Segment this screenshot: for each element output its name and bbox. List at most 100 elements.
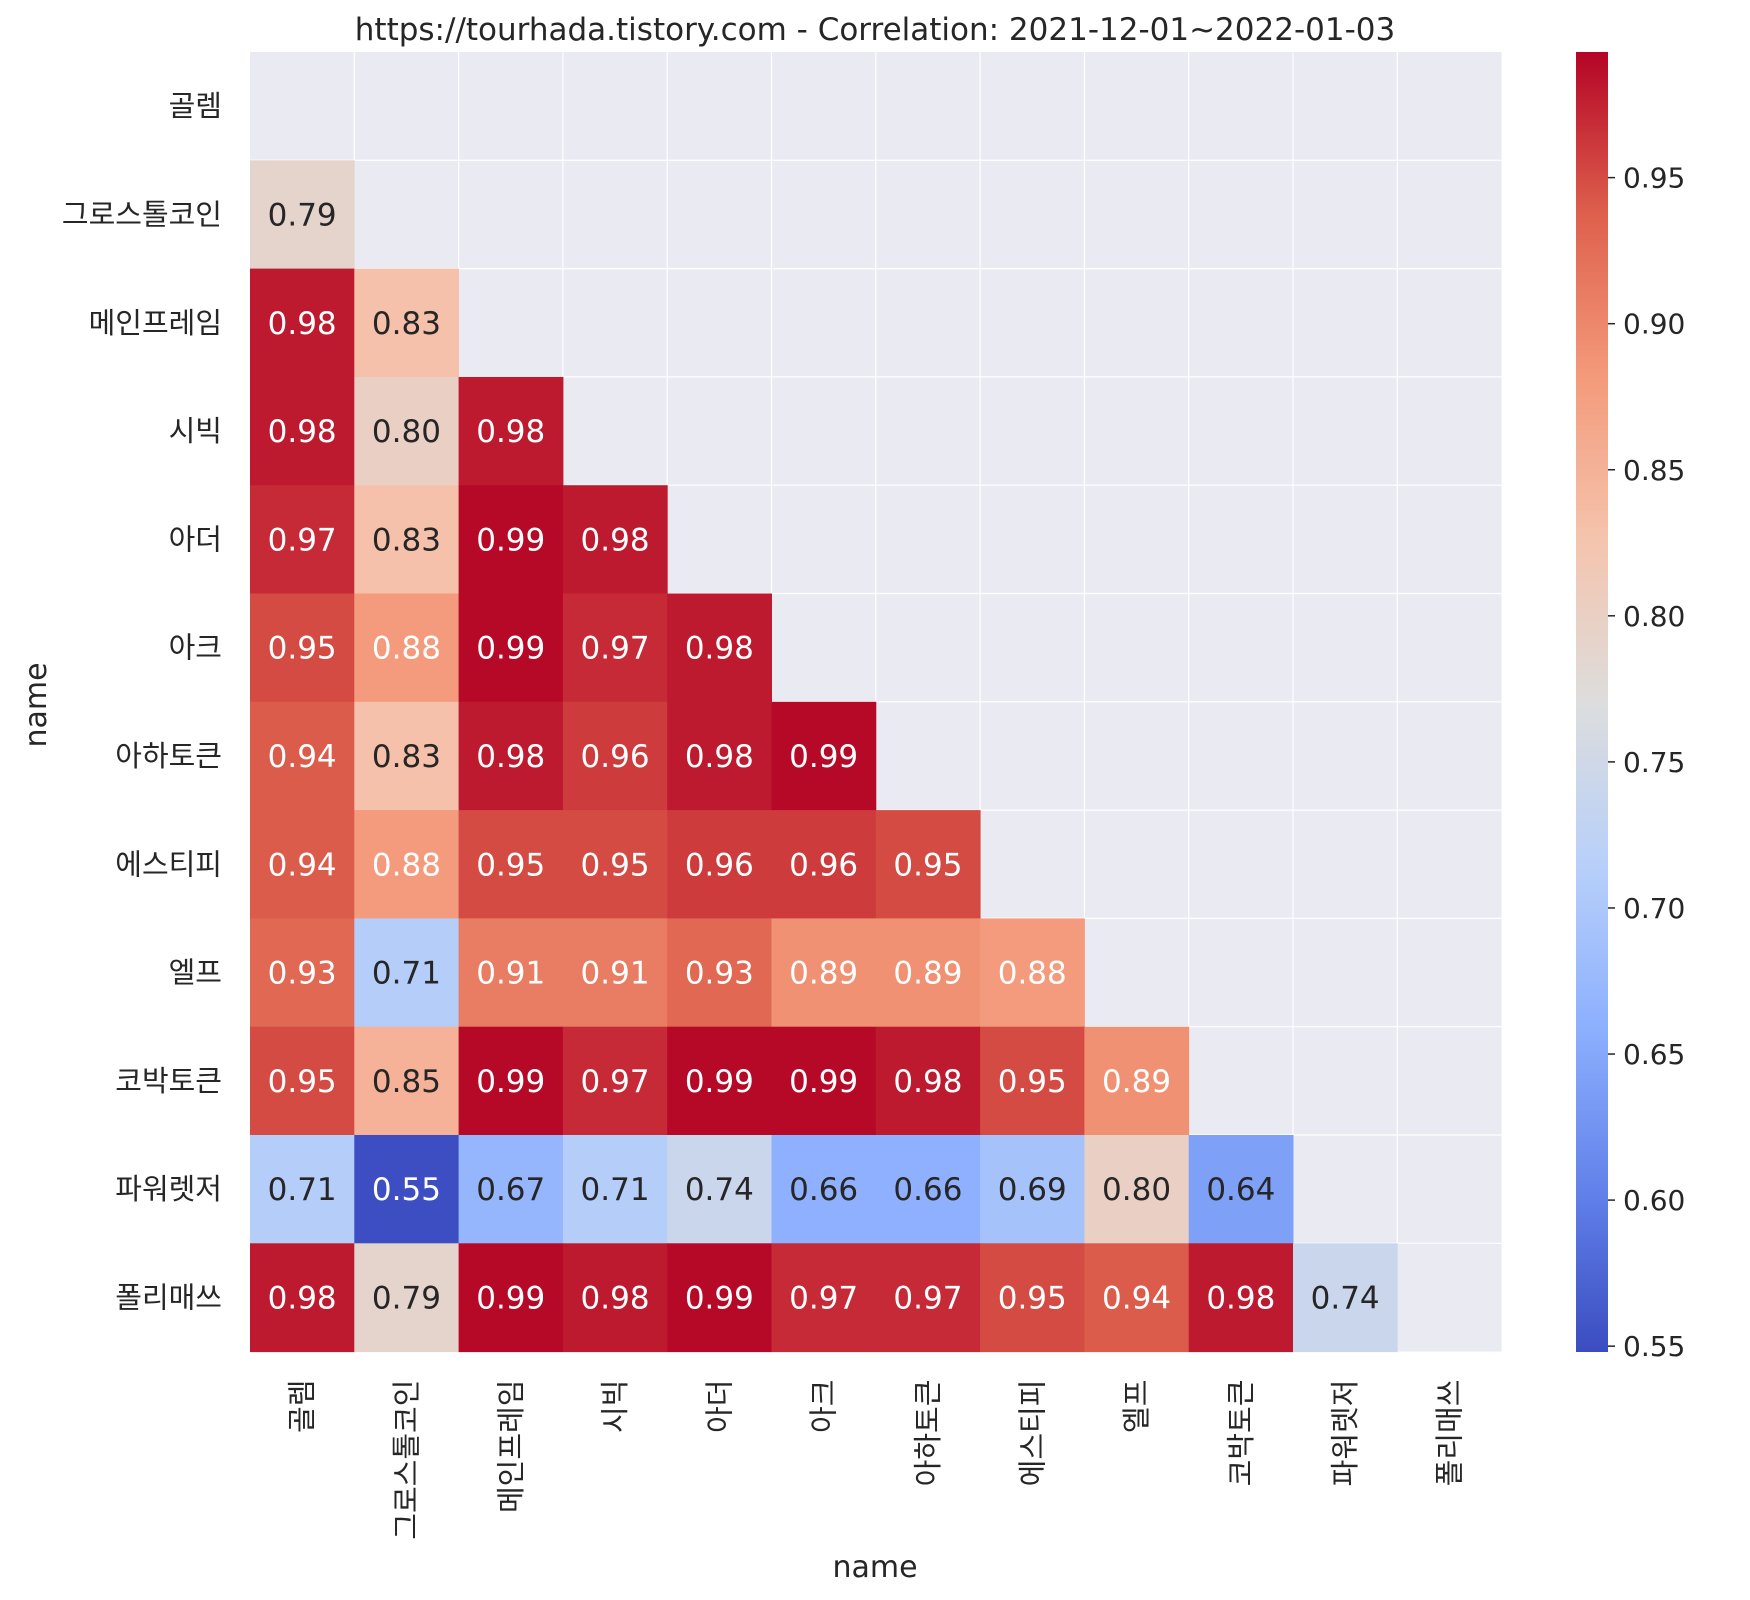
heatmap-cell bbox=[980, 1135, 1085, 1244]
heatmap-cell bbox=[1293, 1243, 1398, 1353]
cell-value-label: 0.96 bbox=[789, 847, 858, 883]
cell-value-label: 0.64 bbox=[1206, 1172, 1275, 1208]
heatmap-cell bbox=[250, 268, 355, 378]
cell-value-label: 0.83 bbox=[372, 739, 441, 775]
heatmap-cell bbox=[250, 593, 355, 703]
cell-value-label: 0.89 bbox=[789, 956, 858, 992]
chart-title: https://tourhada.tistory.com - Correlati… bbox=[355, 12, 1395, 48]
heatmap-cell bbox=[458, 701, 564, 811]
cell-value-label: 0.99 bbox=[476, 1064, 545, 1100]
heatmap-cell bbox=[458, 1026, 564, 1136]
x-tick-label: 아크 bbox=[807, 1380, 841, 1433]
cell-value-label: 0.98 bbox=[268, 1280, 337, 1316]
cell-value-label: 0.98 bbox=[685, 631, 754, 667]
heatmap-cell bbox=[1188, 1135, 1294, 1244]
cell-value-label: 0.98 bbox=[581, 1280, 650, 1316]
cell-value-label: 0.98 bbox=[685, 739, 754, 775]
cell-value-label: 0.88 bbox=[372, 631, 441, 667]
heatmap-cell bbox=[1084, 1026, 1190, 1136]
cell-value-label: 0.95 bbox=[998, 1280, 1067, 1316]
cell-value-label: 0.55 bbox=[372, 1172, 441, 1208]
cell-value-label: 0.79 bbox=[268, 197, 337, 233]
x-tick-label: 에스티피 bbox=[1015, 1380, 1049, 1487]
colorbar-tick-label: 0.90 bbox=[1623, 308, 1685, 341]
heatmap-cell bbox=[458, 1135, 564, 1244]
cell-value-label: 0.98 bbox=[893, 1064, 962, 1100]
cell-value-label: 0.99 bbox=[685, 1064, 754, 1100]
x-tick-label: 아하토큰 bbox=[911, 1380, 945, 1487]
cell-value-label: 0.99 bbox=[476, 1280, 545, 1316]
cell-value-label: 0.98 bbox=[476, 414, 545, 450]
y-tick-label: 코박토큰 bbox=[115, 1064, 222, 1098]
cell-value-label: 0.99 bbox=[789, 739, 858, 775]
cell-value-label: 0.94 bbox=[268, 847, 337, 883]
cell-value-label: 0.71 bbox=[581, 1172, 650, 1208]
y-tick-label: 에스티피 bbox=[115, 847, 222, 881]
cell-value-label: 0.93 bbox=[268, 956, 337, 992]
heatmap-cell bbox=[667, 1026, 772, 1136]
colorbar-tick-label: 0.70 bbox=[1623, 892, 1685, 925]
cell-value-label: 0.91 bbox=[581, 956, 650, 992]
heatmap-cell bbox=[562, 1026, 668, 1136]
heatmap-cell bbox=[771, 1135, 877, 1244]
cell-value-label: 0.91 bbox=[476, 956, 545, 992]
heatmap-cell bbox=[771, 701, 877, 811]
y-tick-label: 골렘 bbox=[169, 89, 222, 123]
heatmap-cell bbox=[250, 701, 355, 811]
cell-value-label: 0.66 bbox=[789, 1172, 858, 1208]
heatmap-cell bbox=[667, 1135, 772, 1244]
heatmap-cell bbox=[562, 918, 668, 1028]
x-tick-label: 시빅 bbox=[598, 1380, 632, 1433]
heatmap-cell bbox=[250, 810, 355, 919]
cell-value-label: 0.98 bbox=[268, 414, 337, 450]
colorbar-tick-label: 0.95 bbox=[1623, 162, 1685, 195]
y-tick-label: 그로스톨코인 bbox=[62, 197, 222, 231]
colorbar-tick-label: 0.75 bbox=[1623, 746, 1685, 779]
heatmap-cell bbox=[458, 376, 564, 486]
y-tick-label: 아크 bbox=[169, 631, 222, 665]
cell-value-label: 0.97 bbox=[893, 1280, 962, 1316]
heatmap-cell bbox=[354, 485, 460, 594]
cell-value-label: 0.94 bbox=[268, 739, 337, 775]
cell-value-label: 0.98 bbox=[1206, 1280, 1275, 1316]
x-tick-label: 골렘 bbox=[285, 1380, 319, 1433]
heatmap-cell bbox=[458, 593, 564, 703]
x-tick-label: 아더 bbox=[702, 1380, 736, 1433]
heatmap-cell bbox=[667, 701, 772, 811]
cell-value-label: 0.71 bbox=[268, 1172, 337, 1208]
cell-value-label: 0.95 bbox=[268, 1064, 337, 1100]
heatmap-cell bbox=[354, 268, 460, 378]
x-tick-label: 엘프 bbox=[1120, 1380, 1154, 1433]
heatmap-cell bbox=[250, 485, 355, 594]
heatmap-cell bbox=[250, 918, 355, 1028]
heatmap-cell bbox=[667, 593, 772, 703]
cell-value-label: 0.80 bbox=[372, 414, 441, 450]
y-tick-label: 시빅 bbox=[169, 414, 222, 448]
heatmap-cell bbox=[562, 1135, 668, 1244]
cell-value-label: 0.69 bbox=[998, 1172, 1067, 1208]
x-tick-label: 코박토큰 bbox=[1224, 1380, 1258, 1487]
x-tick-label: 메인프레임 bbox=[494, 1380, 528, 1513]
cell-value-label: 0.93 bbox=[685, 956, 754, 992]
heatmap-cell bbox=[980, 1243, 1085, 1353]
heatmap-cell bbox=[250, 160, 355, 270]
heatmap-cell bbox=[875, 810, 981, 919]
heatmap-cell bbox=[980, 918, 1085, 1028]
cell-value-label: 0.80 bbox=[1102, 1172, 1171, 1208]
colorbar: 0.55 0.60 0.65 0.70 0.75 0.80 0.85 0.90 0.95 bbox=[1576, 52, 1685, 1363]
cell-value-label: 0.88 bbox=[998, 956, 1067, 992]
cell-value-label: 0.99 bbox=[685, 1280, 754, 1316]
heatmap-cell bbox=[562, 485, 668, 594]
heatmap-cell bbox=[250, 1243, 355, 1353]
heatmap-cell bbox=[875, 918, 981, 1028]
colorbar-tick-label: 0.80 bbox=[1623, 600, 1685, 633]
cell-value-label: 0.99 bbox=[789, 1064, 858, 1100]
heatmap-cell bbox=[771, 918, 877, 1028]
y-tick-label: 파워렛저 bbox=[115, 1172, 222, 1206]
y-tick-label: 아더 bbox=[169, 522, 222, 556]
colorbar-tick-label: 0.85 bbox=[1623, 454, 1685, 487]
heatmap-cell bbox=[667, 810, 772, 919]
cell-value-label: 0.98 bbox=[476, 739, 545, 775]
x-tick-label: 그로스톨코인 bbox=[389, 1380, 423, 1540]
cell-value-label: 0.74 bbox=[685, 1172, 754, 1208]
